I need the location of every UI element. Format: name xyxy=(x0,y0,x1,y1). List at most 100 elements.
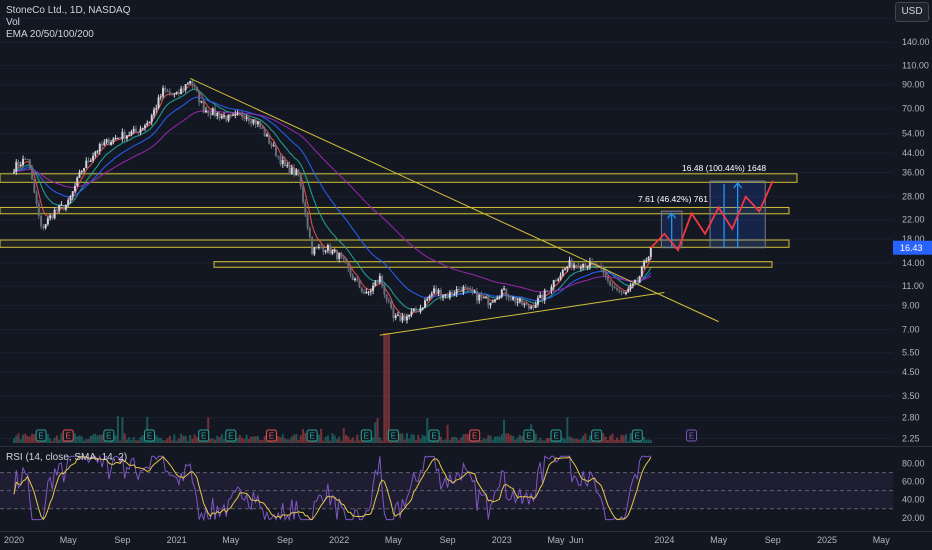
candle-body xyxy=(385,294,388,301)
symbol-title[interactable]: StoneCo Ltd., 1D, NASDAQ xyxy=(6,5,131,16)
volume-bar xyxy=(236,437,239,443)
price-tick-label: 70.00 xyxy=(902,104,925,114)
candle-body xyxy=(128,134,131,136)
price-tick-label: 28.00 xyxy=(902,192,925,202)
time-axis[interactable]: 2020 May Sep 2021 May Sep 2022 May Sep 2023 May Jun… xyxy=(0,531,932,546)
candle-body xyxy=(591,261,594,264)
volume-bar xyxy=(381,440,384,443)
candle-body xyxy=(636,280,639,283)
volume-bar xyxy=(322,440,325,443)
volume-bar xyxy=(73,433,76,443)
ema-legend[interactable]: EMA 20/50/100/200 xyxy=(6,29,94,40)
ema-50-line xyxy=(13,88,652,311)
earnings-marker xyxy=(686,429,697,442)
candle-body xyxy=(112,138,115,143)
candle-body xyxy=(254,119,257,125)
candle-body xyxy=(568,260,571,267)
volume-bar xyxy=(487,435,490,443)
volume-bar xyxy=(498,436,501,443)
volume-bar xyxy=(405,433,408,443)
volume-legend[interactable]: Vol xyxy=(6,17,20,28)
volume-bar xyxy=(548,437,551,443)
rsi-legend[interactable]: RSI (14, close, SMA, 14, 2) xyxy=(6,452,128,463)
resistance-zones[interactable] xyxy=(0,173,798,268)
earnings-marker xyxy=(550,429,562,442)
candle-body xyxy=(541,294,544,301)
volume-bar xyxy=(55,435,58,443)
candle-body xyxy=(261,127,264,130)
candle-body xyxy=(378,275,381,283)
volume-bar xyxy=(396,440,399,443)
volume-bar xyxy=(351,437,354,443)
volume-bar xyxy=(512,435,515,443)
candle-body xyxy=(49,215,52,219)
volume-bar xyxy=(213,439,216,443)
volume-bar xyxy=(304,433,307,443)
projection-path[interactable] xyxy=(650,180,774,252)
candle-body xyxy=(570,260,573,268)
candle-body xyxy=(579,267,582,269)
volume-bar xyxy=(566,417,569,443)
earnings-marker xyxy=(469,429,481,442)
candle-body xyxy=(121,131,124,139)
volume-bar xyxy=(462,434,465,443)
volume-bar xyxy=(496,436,499,443)
candle-body xyxy=(649,247,652,258)
volume-bar xyxy=(279,437,282,443)
volume-bar xyxy=(453,436,456,443)
candle-body xyxy=(383,285,386,295)
candle-body xyxy=(638,276,641,283)
candle-body xyxy=(234,114,237,116)
candle-body xyxy=(500,289,503,297)
candle-body xyxy=(625,291,628,294)
price-candles xyxy=(13,79,652,324)
currency-button[interactable]: USD xyxy=(895,2,929,22)
price-tick-label: 14.00 xyxy=(902,258,925,268)
candle-body xyxy=(358,280,361,288)
volume-bar xyxy=(92,434,95,443)
volume-bar xyxy=(24,433,27,443)
candle-body xyxy=(157,97,160,109)
candle-body xyxy=(367,291,370,293)
volume-bar xyxy=(645,439,648,443)
candle-body xyxy=(396,314,399,316)
volume-bar xyxy=(503,419,506,443)
price-tick-label: 11.00 xyxy=(902,281,924,291)
volume-bar xyxy=(119,440,122,443)
candle-body xyxy=(444,294,447,296)
candle-body xyxy=(410,311,413,315)
candle-body xyxy=(602,268,605,273)
candle-body xyxy=(545,290,548,292)
rsi-tick-label: 20.00 xyxy=(902,513,925,523)
candle-body xyxy=(401,316,404,321)
candle-body xyxy=(130,131,133,135)
candle-body xyxy=(618,289,621,292)
volume-bar xyxy=(22,434,25,443)
volume-bar xyxy=(349,439,352,443)
volume-bar xyxy=(414,440,417,443)
candle-body xyxy=(209,113,212,116)
volume-bar xyxy=(173,434,176,443)
candle-body xyxy=(426,298,429,301)
candle-body xyxy=(195,86,198,91)
candle-body xyxy=(640,266,643,277)
candle-body xyxy=(304,202,307,216)
volume-bar xyxy=(94,433,97,443)
volume-bar xyxy=(272,440,275,443)
volume-bar xyxy=(564,438,567,443)
volume-bar xyxy=(128,437,131,443)
volume-bar xyxy=(295,434,298,443)
volume-bar xyxy=(570,437,573,443)
candle-body xyxy=(78,172,81,178)
candle-body xyxy=(202,101,205,113)
trendlines[interactable] xyxy=(189,77,719,336)
candle-body xyxy=(216,113,219,116)
volume-bar xyxy=(509,435,512,443)
arrow-head xyxy=(667,212,677,219)
volume-bar xyxy=(211,438,214,443)
candle-body xyxy=(523,303,526,305)
earnings-marker-label: E xyxy=(364,432,369,441)
volume-bar xyxy=(419,438,422,443)
